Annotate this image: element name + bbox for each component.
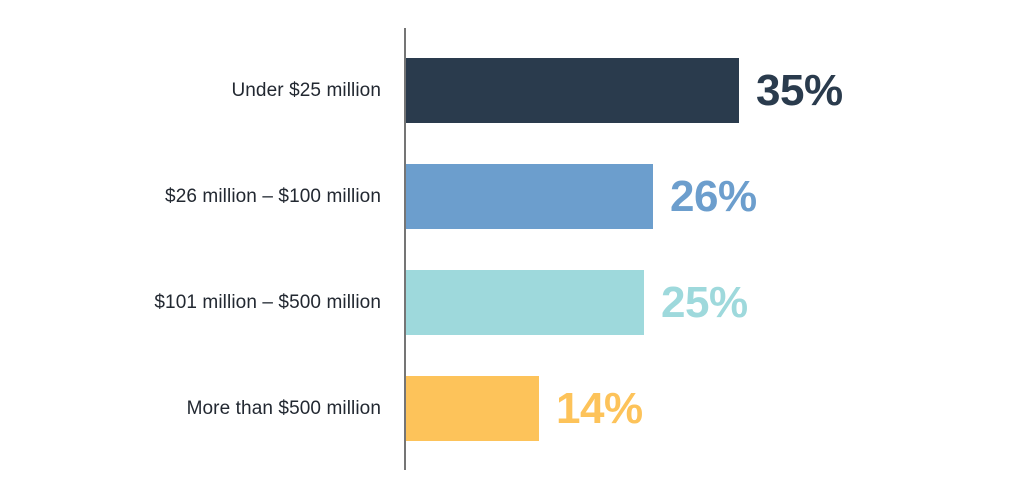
- value-label: 25%: [661, 277, 748, 327]
- bar-row: Under $25 million 35%: [0, 58, 1024, 123]
- bar: [406, 270, 644, 335]
- bar: [406, 164, 653, 229]
- bar-row: $26 million – $100 million 26%: [0, 164, 1024, 229]
- category-label: $101 million – $500 million: [154, 291, 381, 313]
- value-label: 14%: [556, 383, 643, 433]
- value-label: 35%: [756, 65, 843, 115]
- bar: [406, 58, 739, 123]
- bar-row: More than $500 million 14%: [0, 376, 1024, 441]
- category-label: More than $500 million: [186, 397, 381, 419]
- bar-row: $101 million – $500 million 25%: [0, 270, 1024, 335]
- y-axis-line: [404, 28, 406, 470]
- category-label: Under $25 million: [231, 79, 381, 101]
- value-label: 26%: [670, 171, 757, 221]
- category-label: $26 million – $100 million: [165, 185, 381, 207]
- bar: [406, 376, 539, 441]
